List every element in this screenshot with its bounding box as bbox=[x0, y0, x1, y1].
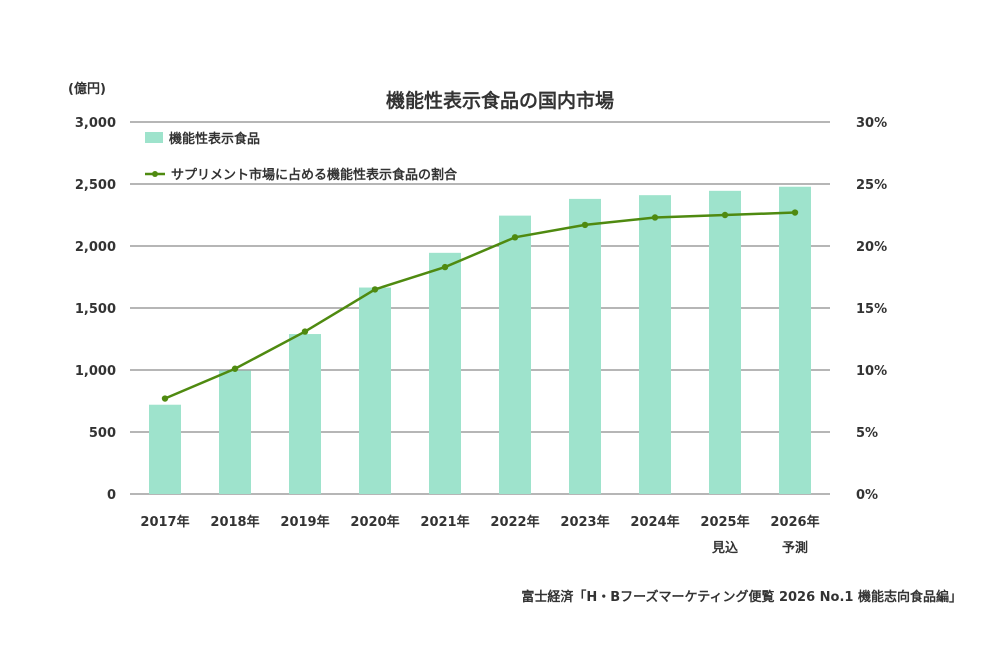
x-tick-label: 2019年 bbox=[280, 514, 329, 530]
legend-label-bar: 機能性表示食品 bbox=[169, 132, 261, 147]
x-tick-label: 2024年 bbox=[630, 514, 679, 530]
chart-title: 機能性表示食品の国内市場 bbox=[385, 90, 614, 112]
line-point bbox=[301, 328, 309, 335]
x-tick-label: 2021年 bbox=[420, 514, 469, 530]
bar bbox=[219, 370, 251, 494]
x-tick-label: 2017年 bbox=[140, 514, 189, 530]
bar bbox=[359, 287, 391, 494]
x-tick-label: 2025年 bbox=[700, 514, 749, 530]
x-tick-note: 見込 bbox=[711, 540, 739, 556]
line-point bbox=[511, 234, 519, 241]
bar bbox=[709, 190, 741, 494]
y-left-tick-label: 1,500 bbox=[75, 302, 116, 317]
legend-swatch-bar bbox=[145, 132, 163, 143]
bar bbox=[149, 404, 181, 494]
source-note: 富士経済「H・Bフーズマーケティング便覧 2026 No.1 機能志向食品編」 bbox=[521, 590, 962, 605]
y-right-tick-label: 15% bbox=[856, 302, 887, 317]
legend-item-bar: 機能性表示食品 bbox=[145, 128, 260, 147]
line-point bbox=[721, 211, 729, 219]
y-left-tick-label: 3,000 bbox=[75, 116, 116, 131]
x-tick-label: 2020年 bbox=[350, 514, 399, 530]
bar bbox=[429, 252, 461, 494]
x-tick-note: 予測 bbox=[782, 540, 808, 556]
line-point bbox=[231, 365, 239, 372]
y-left-tick-label: 1,000 bbox=[75, 364, 116, 379]
y-right-tick-label: 25% bbox=[856, 178, 887, 193]
line-point bbox=[371, 286, 379, 293]
bar bbox=[639, 195, 671, 494]
y-left-tick-label: 0 bbox=[107, 488, 116, 503]
bar bbox=[289, 334, 321, 494]
x-tick-label: 2026年 bbox=[770, 514, 819, 530]
y-left-tick-label: 500 bbox=[89, 426, 116, 441]
x-tick-label: 2018年 bbox=[210, 514, 259, 530]
line-point bbox=[161, 395, 169, 402]
y-right-tick-label: 10% bbox=[856, 364, 887, 379]
x-tick-label: 2022年 bbox=[490, 514, 539, 530]
legend-item-line: サプリメント市場に占める機能性表示食品の割合 bbox=[145, 164, 457, 183]
y-left-tick-label: 2,000 bbox=[75, 240, 116, 255]
line-point bbox=[791, 209, 799, 216]
bar bbox=[499, 215, 531, 494]
y-right-tick-label: 30% bbox=[856, 116, 887, 131]
legend-swatch-line bbox=[145, 170, 165, 177]
share-line bbox=[164, 211, 796, 400]
y-right-tick-label: 0% bbox=[856, 488, 878, 503]
y-right-tick-label: 20% bbox=[856, 240, 887, 255]
bar bbox=[779, 186, 811, 494]
legend-label-line: サプリメント市場に占める機能性表示食品の割合 bbox=[171, 168, 458, 183]
y-left-tick-label: 2,500 bbox=[75, 178, 116, 193]
line-point bbox=[581, 221, 589, 229]
y-right-tick-label: 5% bbox=[856, 426, 878, 441]
line-point bbox=[651, 214, 659, 221]
bar bbox=[569, 198, 601, 494]
y-axis-unit: (億円) bbox=[68, 82, 106, 97]
x-tick-label: 2023年 bbox=[560, 514, 609, 530]
line-point bbox=[441, 263, 449, 271]
